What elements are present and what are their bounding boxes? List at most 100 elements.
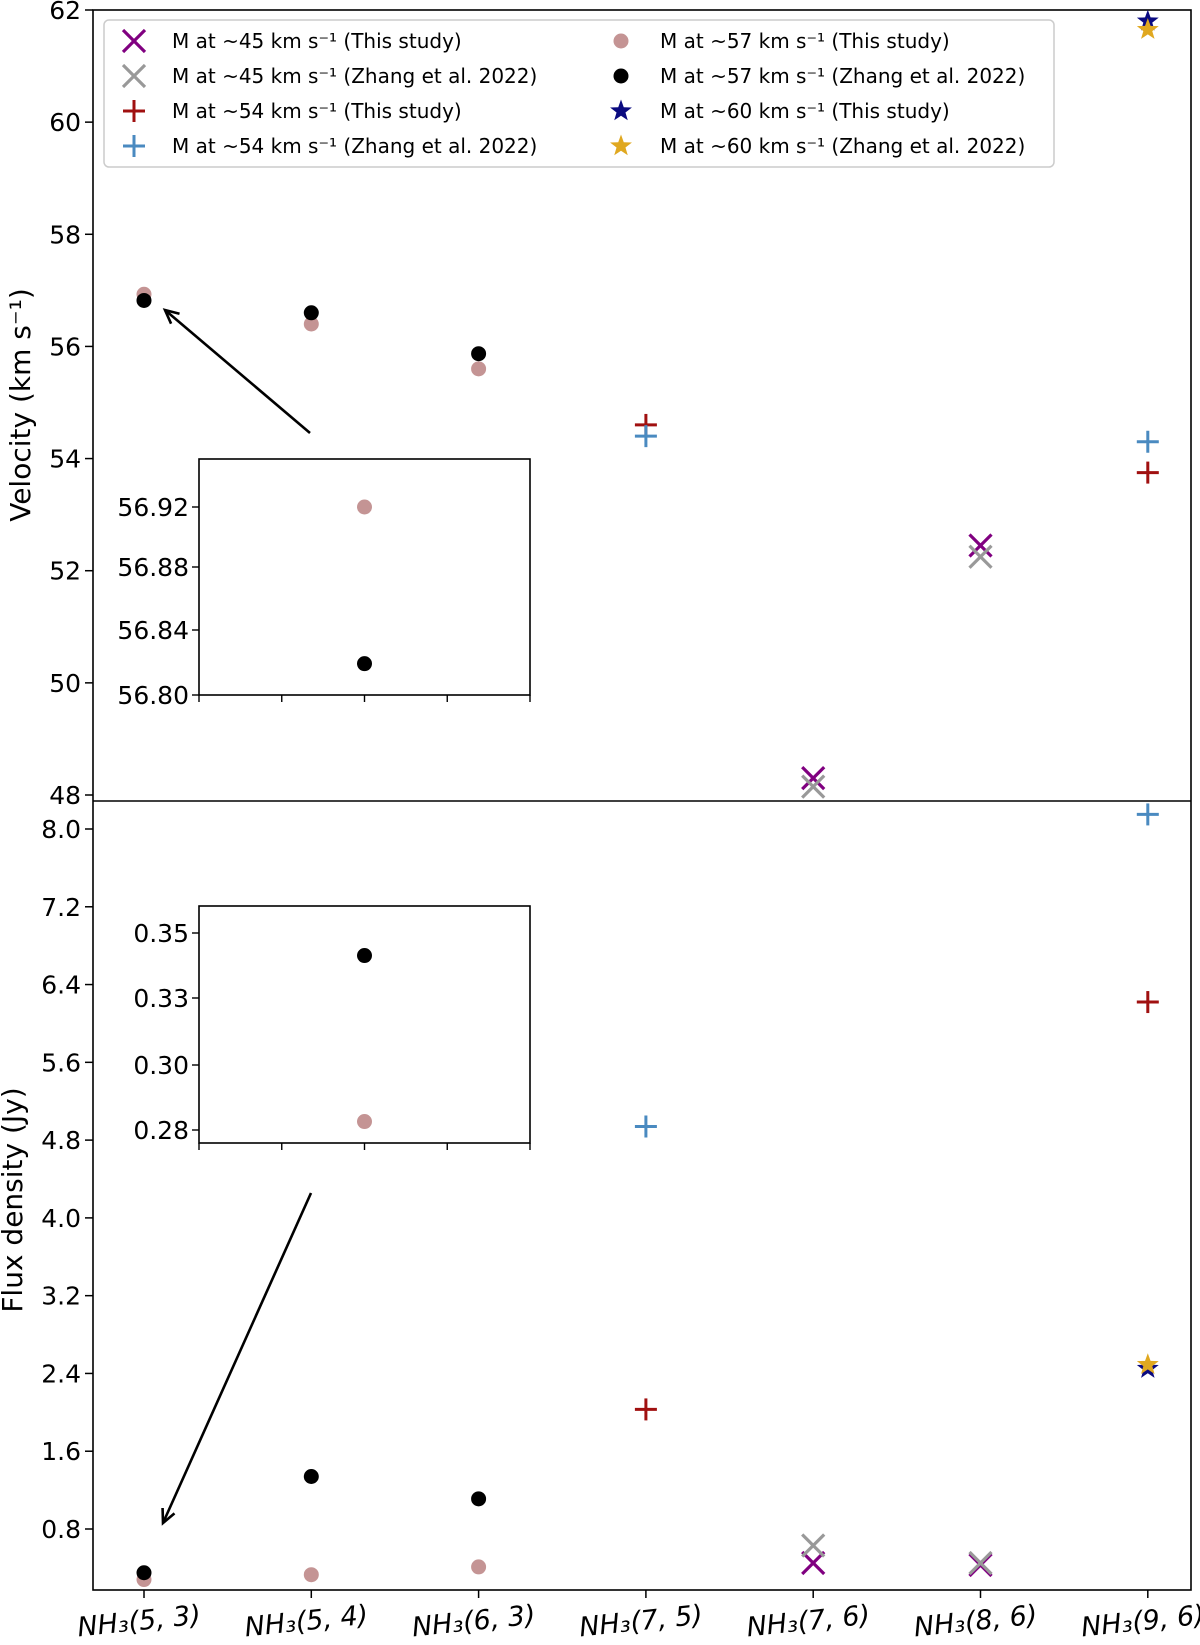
data-point-dot xyxy=(303,1469,319,1484)
data-point xyxy=(634,1398,657,1421)
inset-data-point xyxy=(357,1114,372,1130)
inset-y-tick-label: 56.80 xyxy=(117,681,189,710)
inset-y-tick-label: 0.33 xyxy=(133,984,189,1013)
data-point xyxy=(1136,18,1159,39)
y-tick-label: 58 xyxy=(49,220,81,249)
arrow-head xyxy=(162,308,180,325)
legend-marker xyxy=(613,68,629,84)
data-point-stroke-b xyxy=(968,544,993,569)
data-point xyxy=(303,316,319,332)
legend-label: M at ~60 km s⁻¹ (This study) xyxy=(660,99,950,123)
plot-border xyxy=(92,9,1192,1591)
annotation-arrows xyxy=(161,308,313,1526)
data-point xyxy=(1136,1353,1159,1374)
x-tick-label: NH₃(6, 3) xyxy=(410,1600,536,1644)
x-axis: NH₃(5, 3) NH₃(5, 4) NH₃(6, 3) NH₃(7, 5) NH₃(… xyxy=(76,1590,1200,1643)
legend-label: M at ~57 km s⁻¹ (Zhang et al. 2022) xyxy=(660,64,1025,88)
inset-data-point xyxy=(357,499,372,515)
data-point-dot xyxy=(471,1559,487,1575)
y-tick-label: 4.8 xyxy=(41,1126,81,1155)
x-tick-label: NH₃(8, 6) xyxy=(912,1600,1038,1644)
inset-frame xyxy=(198,905,531,1144)
data-point xyxy=(634,425,657,448)
legend: M at ~45 km s⁻¹ (This study) M at ~45 km … xyxy=(103,19,1055,168)
data-point-dot xyxy=(303,316,319,332)
data-point xyxy=(471,1559,487,1575)
top-inset: 56.80 56.84 56.88 56.92 xyxy=(117,458,531,710)
legend-label: M at ~60 km s⁻¹ (Zhang et al. 2022) xyxy=(660,134,1025,158)
y-tick-label: 54 xyxy=(49,445,81,474)
data-point-dot xyxy=(471,361,487,377)
inset-y-tick-label: 56.92 xyxy=(117,493,189,522)
data-point-dot xyxy=(136,1565,152,1581)
data-point-stroke-b xyxy=(801,766,826,791)
data-point xyxy=(801,1550,826,1576)
data-point xyxy=(471,1491,487,1507)
y-tick-label: 2.4 xyxy=(41,1359,81,1388)
data-point-stroke-b xyxy=(801,1550,826,1576)
data-point-stroke-b xyxy=(801,1533,826,1558)
inset-data-point xyxy=(357,948,372,964)
legend-label: M at ~54 km s⁻¹ (This study) xyxy=(172,99,462,123)
inset-y-tick-label: 56.84 xyxy=(117,616,189,645)
data-point xyxy=(801,774,826,799)
y-tick-label: 56 xyxy=(49,332,81,361)
data-point xyxy=(136,292,152,308)
data-point-stroke-b xyxy=(968,533,993,558)
y-tick-label: 50 xyxy=(49,669,81,698)
bottom-inset: 0.28 0.30 0.33 0.35 xyxy=(133,905,531,1150)
data-point xyxy=(471,346,487,362)
y-axis-title: Flux density (Jy) xyxy=(0,1087,29,1312)
legend-label: M at ~45 km s⁻¹ (Zhang et al. 2022) xyxy=(172,64,537,88)
data-point xyxy=(1136,991,1159,1014)
y-tick-label: 3.2 xyxy=(41,1282,81,1311)
data-point-dot xyxy=(136,292,152,308)
data-point-dot xyxy=(471,346,487,362)
legend-label: M at ~54 km s⁻¹ (Zhang et al. 2022) xyxy=(172,134,537,158)
data-point xyxy=(1136,803,1159,826)
data-point-shape xyxy=(1136,1353,1159,1374)
inset-y-tick-label: 0.30 xyxy=(133,1051,189,1080)
arrow-head xyxy=(161,1507,176,1526)
data-point-dot xyxy=(471,1491,487,1507)
inset-data-point-dot xyxy=(357,656,372,672)
y-tick-label: 5.6 xyxy=(41,1048,81,1077)
data-point xyxy=(1136,430,1159,453)
y-tick-label: 48 xyxy=(49,781,81,810)
legend-marker-dot xyxy=(613,33,629,49)
legend-label: M at ~45 km s⁻¹ (This study) xyxy=(172,29,462,53)
y-tick-label: 6.4 xyxy=(41,971,81,1000)
legend-box xyxy=(103,19,1055,168)
data-point xyxy=(968,544,993,569)
data-point xyxy=(968,1550,993,1576)
y-axis-title: Velocity (km s⁻¹) xyxy=(4,288,37,522)
data-point xyxy=(136,1565,152,1581)
legend-marker-stroke-b xyxy=(121,63,147,89)
data-point-dot xyxy=(303,305,319,321)
inset-data-point-dot xyxy=(357,948,372,964)
y-tick-label: 8.0 xyxy=(41,815,81,844)
arrow-shaft xyxy=(164,309,311,434)
data-point xyxy=(303,305,319,321)
legend-marker-dot xyxy=(613,68,629,84)
data-point xyxy=(471,361,487,377)
data-point-dot xyxy=(303,1567,319,1583)
y-tick-label: 0.8 xyxy=(41,1515,81,1544)
data-point-stroke-b xyxy=(801,774,826,799)
y-tick-label: 7.2 xyxy=(41,893,81,922)
inset-data-point-dot xyxy=(357,1114,372,1130)
axes-frame xyxy=(92,9,1192,1591)
legend-marker xyxy=(123,135,145,157)
data-point-stroke-b xyxy=(968,1550,993,1576)
x-tick-label: NH₃(7, 5) xyxy=(578,1600,704,1644)
inset-y-tick-label: 56.88 xyxy=(117,553,189,582)
legend-marker xyxy=(121,28,147,54)
data-point xyxy=(801,1533,826,1558)
data-point-shape xyxy=(1136,18,1159,39)
y-tick-label: 52 xyxy=(49,557,81,586)
legend-marker xyxy=(123,100,145,122)
legend-marker-stroke-b xyxy=(121,28,147,54)
legend-marker xyxy=(610,134,632,156)
inset-y-tick-label: 0.28 xyxy=(133,1116,189,1145)
